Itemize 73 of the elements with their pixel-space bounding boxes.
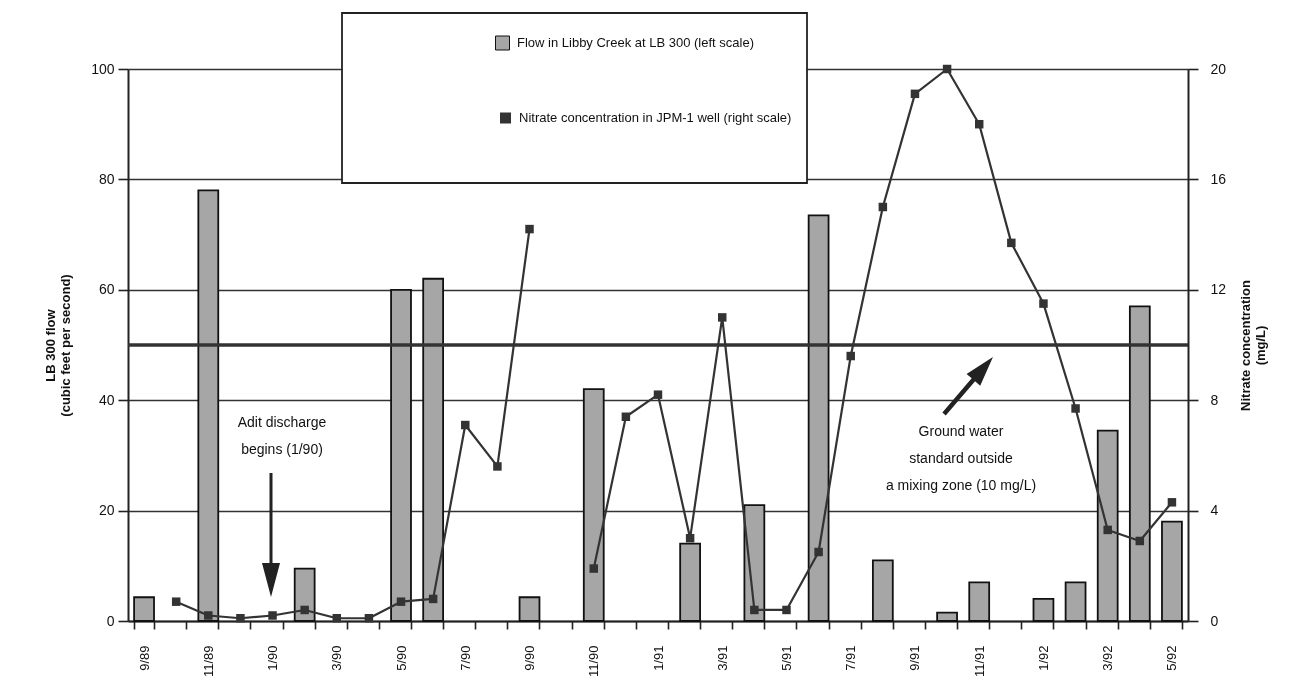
x-tick-label: 9/90: [522, 645, 538, 671]
y2-tick-label: 0: [1210, 612, 1219, 629]
point: [1103, 525, 1112, 535]
y-axis-title: LB 300 flow (cubic feet per second): [43, 274, 74, 417]
bar: [518, 596, 541, 622]
y-tick-label: 100: [91, 60, 115, 77]
point: [493, 462, 502, 471]
x-tick-label: 9/91: [907, 645, 923, 671]
y-tick-label: 20: [98, 502, 115, 519]
x-tick-label: 7/90: [457, 645, 473, 671]
x-tick-label: 1/91: [650, 645, 666, 671]
x-tick-label: 7/91: [843, 645, 859, 671]
point: [1007, 238, 1016, 248]
point: [525, 224, 534, 234]
bar: [133, 596, 155, 622]
point: [589, 564, 598, 573]
x-tick-label: 5/91: [778, 645, 794, 671]
point: [461, 420, 470, 430]
y2-tick-label: 4: [1210, 502, 1219, 519]
annotation: Adit discharge begins (1/90): [237, 414, 327, 457]
bar: [197, 189, 220, 622]
y2-axis-title: Nitrate concentration (mg/L): [1238, 280, 1269, 411]
point: [171, 597, 181, 606]
annotation: Ground water standard outside a mixing zone (10 mg/L): [885, 423, 1037, 493]
legend-label: Flow in Libby Creek at LB 300 (left scale): [517, 35, 754, 50]
point: [300, 605, 309, 615]
y-tick-label: 0: [106, 612, 115, 629]
bar: [936, 611, 958, 622]
x-tick-label: 3/90: [329, 645, 345, 671]
y2-tick-label: 8: [1210, 391, 1219, 408]
bar: [293, 567, 316, 622]
bar: [871, 559, 894, 622]
legend-label: Nitrate concentration in JPM-1 well (right scale): [519, 110, 792, 125]
bar: [390, 288, 412, 622]
point: [782, 605, 791, 615]
point: [1039, 299, 1048, 308]
y-tick-label: 40: [98, 391, 115, 408]
bar: [1161, 520, 1183, 622]
point: [1071, 404, 1080, 413]
point: [846, 351, 855, 361]
point: [204, 611, 213, 620]
point: [718, 313, 727, 322]
bar: [807, 214, 830, 622]
bar: [968, 581, 991, 622]
point: [750, 605, 759, 615]
x-tick-label: 11/91: [971, 645, 987, 678]
bar: [1064, 581, 1087, 622]
y2-tick-label: 20: [1210, 60, 1227, 77]
bar: [582, 388, 605, 622]
y-tick-label: 80: [98, 170, 115, 187]
y2-tick-label: 16: [1210, 170, 1227, 187]
point: [653, 390, 663, 399]
bar: [679, 542, 701, 622]
point: [1167, 498, 1177, 507]
x-tick-label: 3/92: [1100, 645, 1116, 671]
point: [396, 597, 406, 606]
y2-tick-label: 12: [1210, 281, 1227, 298]
x-tick-label: 1/92: [1035, 645, 1051, 671]
point: [268, 611, 277, 620]
bar: [1096, 429, 1119, 622]
x-tick-label: 1/90: [265, 645, 281, 671]
point: [236, 614, 245, 623]
point: [814, 547, 823, 557]
bar: [1032, 598, 1055, 622]
bar: [1128, 305, 1151, 622]
x-tick-label: 3/91: [714, 645, 730, 671]
bar: [422, 277, 445, 622]
y-tick-label: 60: [98, 281, 115, 298]
x-tick-label: 9/89: [136, 645, 152, 671]
x-tick-label: 11/89: [200, 645, 216, 678]
x-tick-label: 5/90: [393, 645, 409, 671]
x-tick-label: 5/92: [1164, 645, 1180, 671]
x-tick-label: 11/90: [586, 645, 602, 678]
